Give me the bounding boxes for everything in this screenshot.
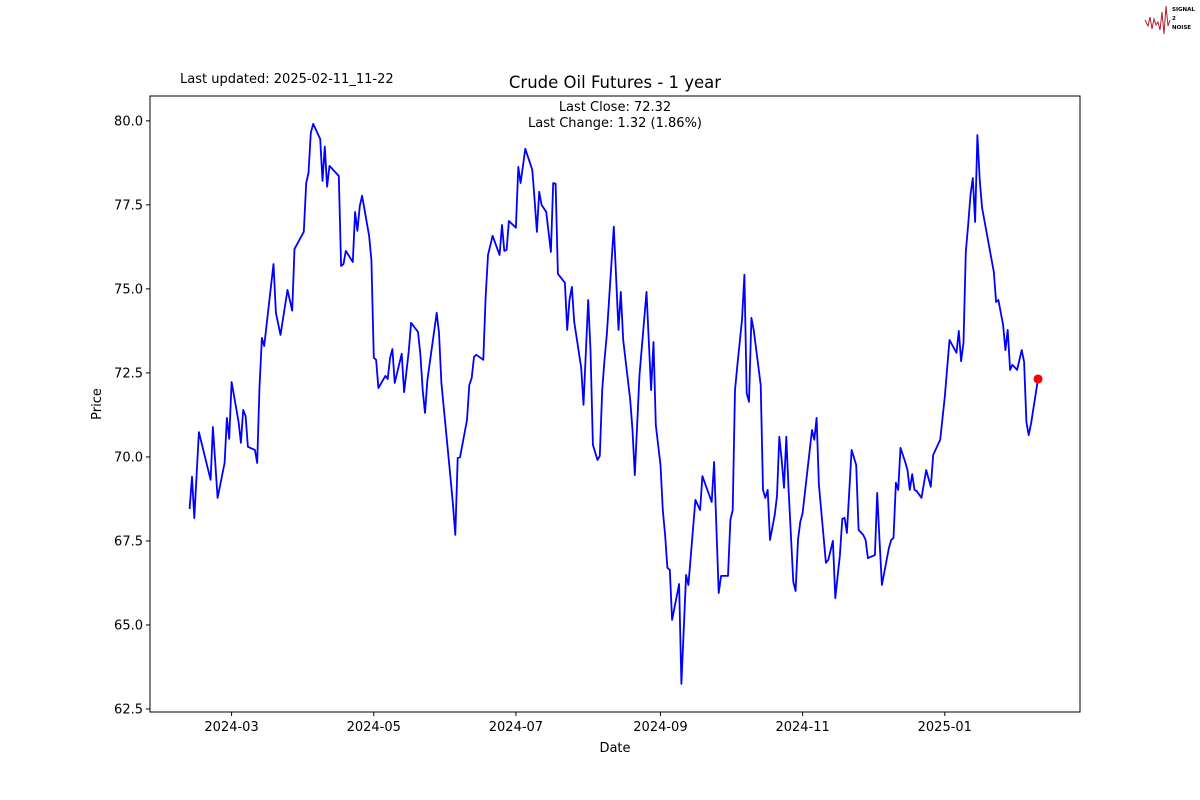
y-axis: 62.5 65.0 67.5 70.0 72.5 75.0 77.5 80.0 (114, 114, 150, 717)
y-tick-label: 75.0 (114, 282, 143, 297)
plot-area (149, 95, 1081, 713)
y-axis-label: Price (90, 388, 105, 420)
last-updated-label: Last updated: 2025-02-11_11-22 (180, 72, 394, 87)
logo-text-1: SIGNAL (1172, 7, 1195, 13)
y-tick-label: 72.5 (114, 366, 143, 381)
logo-text-2: 2 (1172, 16, 1176, 22)
y-tick-label: 77.5 (114, 198, 143, 213)
x-tick-label: 2025-01 (918, 720, 972, 735)
price-line (188, 123, 1039, 685)
logo-waveform-icon (1144, 5, 1171, 35)
logo-text-3: NOISE (1172, 25, 1191, 31)
x-tick-label: 2024-09 (633, 720, 687, 735)
annotation-last-close: Last Close: 72.32 (559, 100, 671, 115)
x-tick-label: 2024-05 (347, 720, 401, 735)
chart-title: Crude Oil Futures - 1 year (509, 73, 721, 92)
x-tick-label: 2024-07 (489, 720, 543, 735)
y-tick-label: 67.5 (114, 534, 143, 549)
x-axis: 2024-03 2024-05 2024-07 2024-09 2024-11 2025-… (204, 712, 972, 735)
x-tick-label: 2024-03 (204, 720, 258, 735)
y-tick-label: 70.0 (114, 450, 143, 465)
x-axis-label: Date (599, 741, 630, 756)
plot-frame (149, 95, 1081, 713)
annotation-last-change: Last Change: 1.32 (1.86%) (528, 116, 702, 131)
y-tick-label: 80.0 (114, 114, 143, 129)
x-tick-label: 2024-11 (775, 720, 829, 735)
logo: SIGNAL 2 NOISE (1144, 5, 1195, 35)
last-close-marker (1033, 374, 1043, 384)
y-tick-label: 65.0 (114, 618, 143, 633)
y-tick-label: 62.5 (114, 702, 143, 717)
